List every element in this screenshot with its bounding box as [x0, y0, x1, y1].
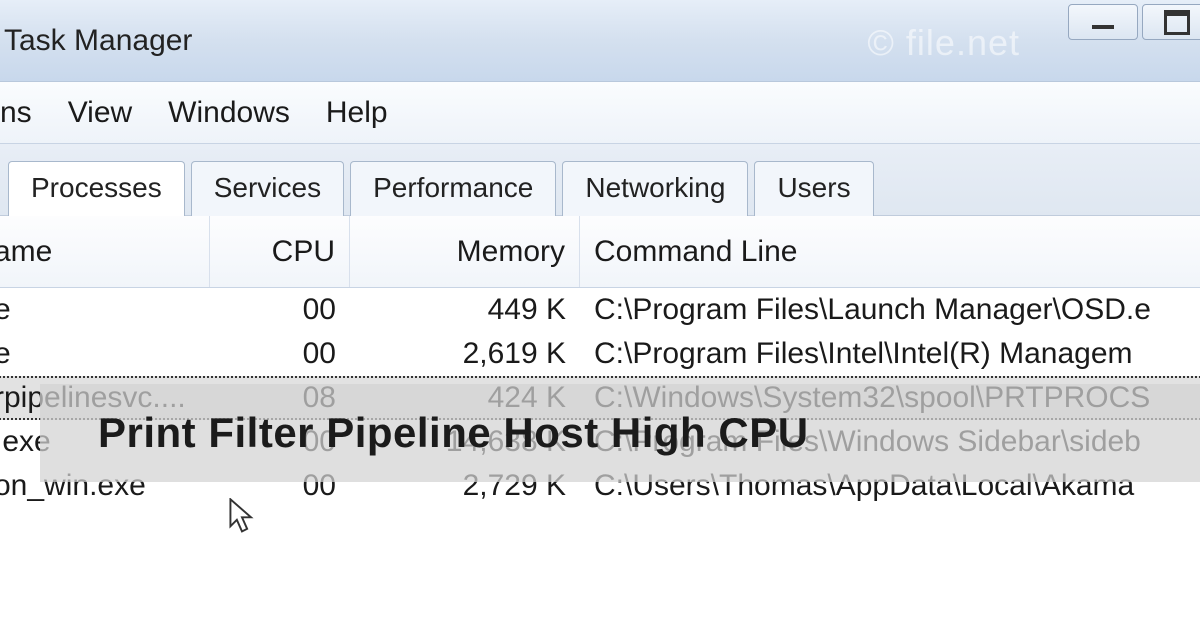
- tab-performance[interactable]: Performance: [350, 161, 556, 216]
- overlay-caption-band: Print Filter Pipeline Host High CPU: [40, 384, 1200, 482]
- minimize-button[interactable]: [1068, 4, 1138, 40]
- menu-item-options-partial[interactable]: ns: [0, 96, 32, 130]
- col-header-cpu[interactable]: CPU: [210, 216, 350, 287]
- tab-users[interactable]: Users: [754, 161, 873, 216]
- menu-item-help[interactable]: Help: [326, 96, 388, 130]
- table-row[interactable]: e 00 449 K C:\Program Files\Launch Manag…: [0, 288, 1200, 332]
- window-controls: [1068, 4, 1200, 40]
- cell-mem: 2,619 K: [350, 337, 580, 371]
- watermark-text: © file.net: [867, 22, 1020, 64]
- cell-mem: 449 K: [350, 293, 580, 327]
- maximize-button[interactable]: [1142, 4, 1200, 40]
- table-header: ame CPU Memory Command Line: [0, 216, 1200, 288]
- col-header-memory[interactable]: Memory: [350, 216, 580, 287]
- tabstrip: Processes Services Performance Networkin…: [0, 144, 1200, 216]
- overlay-caption-text: Print Filter Pipeline Host High CPU: [98, 409, 809, 457]
- task-manager-window: Task Manager © file.net ns View Windows …: [0, 0, 1200, 628]
- menubar: ns View Windows Help: [0, 82, 1200, 144]
- cell-name: e: [0, 293, 210, 327]
- cell-name: e: [0, 337, 210, 371]
- cell-cpu: 00: [210, 337, 350, 371]
- tab-processes[interactable]: Processes: [8, 161, 185, 216]
- cursor-icon: [228, 498, 256, 534]
- cell-cpu: 00: [210, 293, 350, 327]
- titlebar[interactable]: Task Manager © file.net: [0, 0, 1200, 82]
- tab-networking[interactable]: Networking: [562, 161, 748, 216]
- col-header-command-line[interactable]: Command Line: [580, 216, 1200, 287]
- menu-item-view[interactable]: View: [68, 96, 132, 130]
- col-header-name[interactable]: ame: [0, 216, 210, 287]
- cell-cmd: C:\Program Files\Launch Manager\OSD.e: [580, 293, 1200, 327]
- window-title: Task Manager: [4, 24, 192, 58]
- tab-services[interactable]: Services: [191, 161, 344, 216]
- table-row[interactable]: e 00 2,619 K C:\Program Files\Intel\Inte…: [0, 332, 1200, 376]
- cell-cmd: C:\Program Files\Intel\Intel(R) Managem: [580, 337, 1200, 371]
- menu-item-windows[interactable]: Windows: [168, 96, 290, 130]
